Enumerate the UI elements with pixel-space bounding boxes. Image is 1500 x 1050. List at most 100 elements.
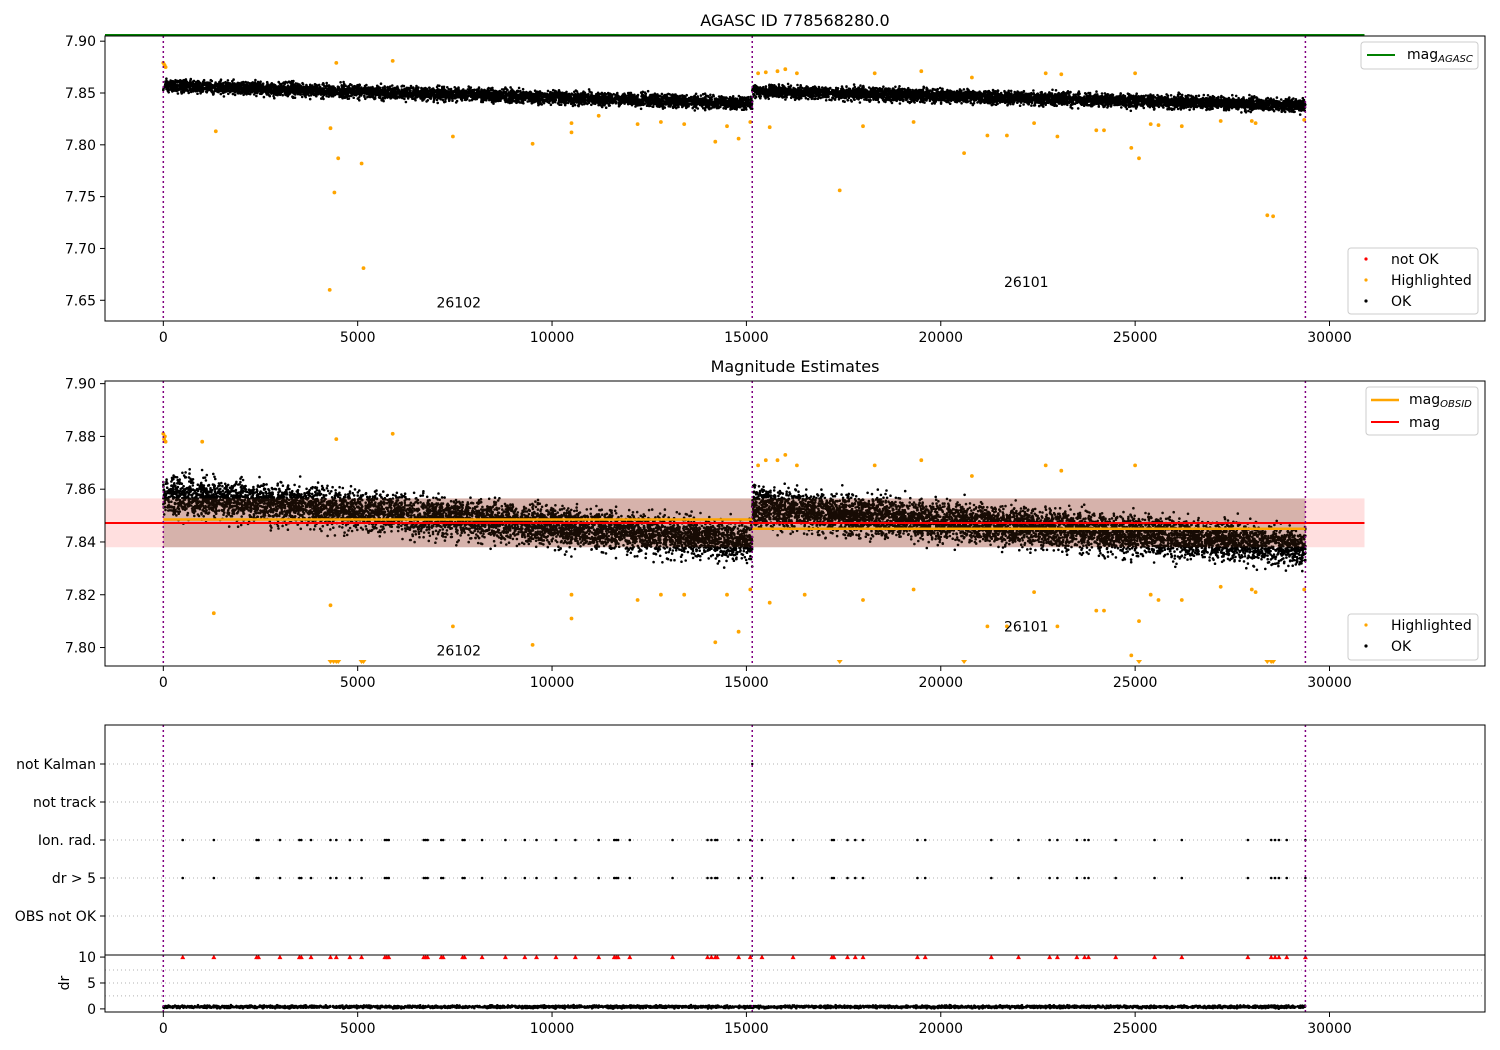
flag-point-ion-rad (1269, 838, 1273, 842)
flag-point-dr-gt-5 (760, 876, 764, 880)
dr-panel: 0 5000 10000 15000 20000 25000 30000 0 5 10 dr (57, 950, 1486, 1037)
highlighted-point (736, 136, 741, 141)
flag-point-dr-gt-5 (255, 876, 258, 880)
legend-label-not-ok: not OK (1391, 252, 1439, 268)
highlighted-below-range-marker (961, 660, 968, 664)
dr-clipped-marker (914, 954, 920, 960)
flag-point-ion-rad (1048, 838, 1051, 842)
highlighted-point (211, 611, 216, 616)
highlighted-point (1253, 121, 1258, 125)
dr-clipped-marker (736, 954, 742, 960)
flag-point-dr-gt-5 (1114, 876, 1118, 880)
flag-point-dr-gt-5 (1304, 876, 1307, 880)
flag-point-ion-rad (1083, 838, 1086, 842)
flag-point-dr-gt-5 (714, 876, 717, 880)
flag-point-dr-gt-5 (181, 876, 185, 880)
flag-point-ion-rad (706, 838, 709, 842)
highlighted-point (1043, 463, 1048, 468)
flag-point-ion-rad (990, 838, 993, 842)
flag-point-ion-rad (257, 838, 260, 842)
dr-clipped-marker (831, 954, 837, 960)
dr-clipped-marker (1284, 954, 1290, 960)
flag-point-dr-gt-5 (387, 876, 391, 880)
flag-point-dr-gt-5 (614, 876, 618, 880)
flag-point-dr-gt-5 (329, 876, 332, 880)
flag-point-dr-gt-5 (439, 876, 443, 880)
flag-point-ion-rad (853, 838, 857, 842)
flag-point-dr-gt-5 (832, 876, 836, 880)
flag-point-ion-rad (523, 838, 527, 842)
x-tick-label: 0 (159, 1021, 168, 1037)
obsid-label: 26101 (1004, 275, 1049, 291)
flag-point-ion-rad (1277, 838, 1281, 842)
highlighted-point (1148, 592, 1153, 597)
flag-point-dr-gt-5 (309, 876, 313, 880)
highlighted-point (713, 640, 718, 645)
flag-point-dr-gt-5 (523, 876, 527, 880)
flag-point-dr-gt-5 (612, 876, 616, 880)
flag-point-ion-rad (278, 838, 282, 842)
highlighted-point (1032, 121, 1036, 125)
flag-point-ion-rad (846, 838, 849, 842)
legend-label-mag: mag (1409, 415, 1440, 431)
legend-label-highlighted: Highlighted (1391, 618, 1472, 634)
highlighted-point (530, 643, 535, 647)
legend-mag-agasc: magAGASC (1360, 41, 1479, 70)
ok-points-cloud (162, 77, 754, 112)
panel-title-magnitude-estimates: Magnitude Estimates (711, 357, 880, 376)
highlighted-point (569, 616, 574, 621)
flag-point-ion-rad (426, 838, 429, 842)
y-tick-label: 7.88 (65, 429, 96, 445)
highlighted-point (334, 437, 339, 441)
dr-clipped-marker (425, 954, 431, 960)
highlighted-point (569, 592, 574, 597)
flag-point-dr-gt-5 (424, 876, 428, 880)
flag-point-dr-gt-5 (574, 876, 577, 880)
flag-point-ion-rad (1017, 838, 1020, 842)
flag-point-ion-rad (714, 838, 717, 842)
highlighted-point (962, 151, 966, 156)
flag-point-dr-gt-5 (791, 876, 795, 880)
x-tick-label: 5000 (340, 1021, 376, 1037)
legend-point-status: Highlighted OK (1347, 613, 1479, 661)
flag-point-dr-gt-5 (480, 876, 484, 880)
highlighted-point (635, 122, 640, 126)
highlighted-point (451, 624, 455, 629)
flag-point-ion-rad (360, 838, 363, 842)
x-tick-label: 20000 (919, 1021, 964, 1037)
highlighted-below-range-marker (1270, 660, 1277, 664)
dr-clipped-marker (790, 954, 796, 960)
legend-marker-ok (1364, 299, 1368, 303)
legend-marker-ok (1364, 644, 1368, 648)
highlighted-point (767, 600, 772, 605)
y-tick-label: 10 (78, 950, 96, 966)
flag-point-ion-rad (300, 838, 303, 842)
flag-point-ion-rad (916, 838, 919, 842)
x-tick-label: 20000 (919, 675, 964, 691)
flag-point-ion-rad (463, 838, 466, 842)
x-tick-label: 30000 (1307, 330, 1352, 346)
dr-clipped-marker (1268, 954, 1274, 960)
highlighted-below-range-marker (360, 660, 367, 664)
dr-clipped-marker (615, 954, 621, 960)
highlighted-point (1265, 213, 1270, 218)
dr-clipped-marker (359, 954, 365, 960)
highlighted-point (682, 592, 687, 597)
flag-point-ion-rad (348, 838, 352, 842)
dr-clipped-marker (1074, 954, 1080, 960)
highlighted-point (332, 190, 337, 195)
flag-point-ion-rad (535, 838, 538, 842)
legend-label-mag-agasc: magAGASC (1407, 47, 1473, 65)
x-tick-label: 10000 (530, 1021, 575, 1037)
highlighted-point (659, 120, 663, 124)
flag-point-dr-gt-5 (463, 876, 466, 880)
flag-point-ion-rad (1114, 838, 1118, 842)
dr-clipped-marker (1113, 954, 1119, 960)
y-tick-label: 7.80 (65, 641, 96, 657)
y-tick-label: 7.90 (65, 377, 96, 393)
dr-clipped-marker (844, 954, 850, 960)
dr-clipped-marker (479, 954, 485, 960)
highlighted-point (911, 120, 916, 124)
dr-clipped-marker (462, 954, 468, 960)
